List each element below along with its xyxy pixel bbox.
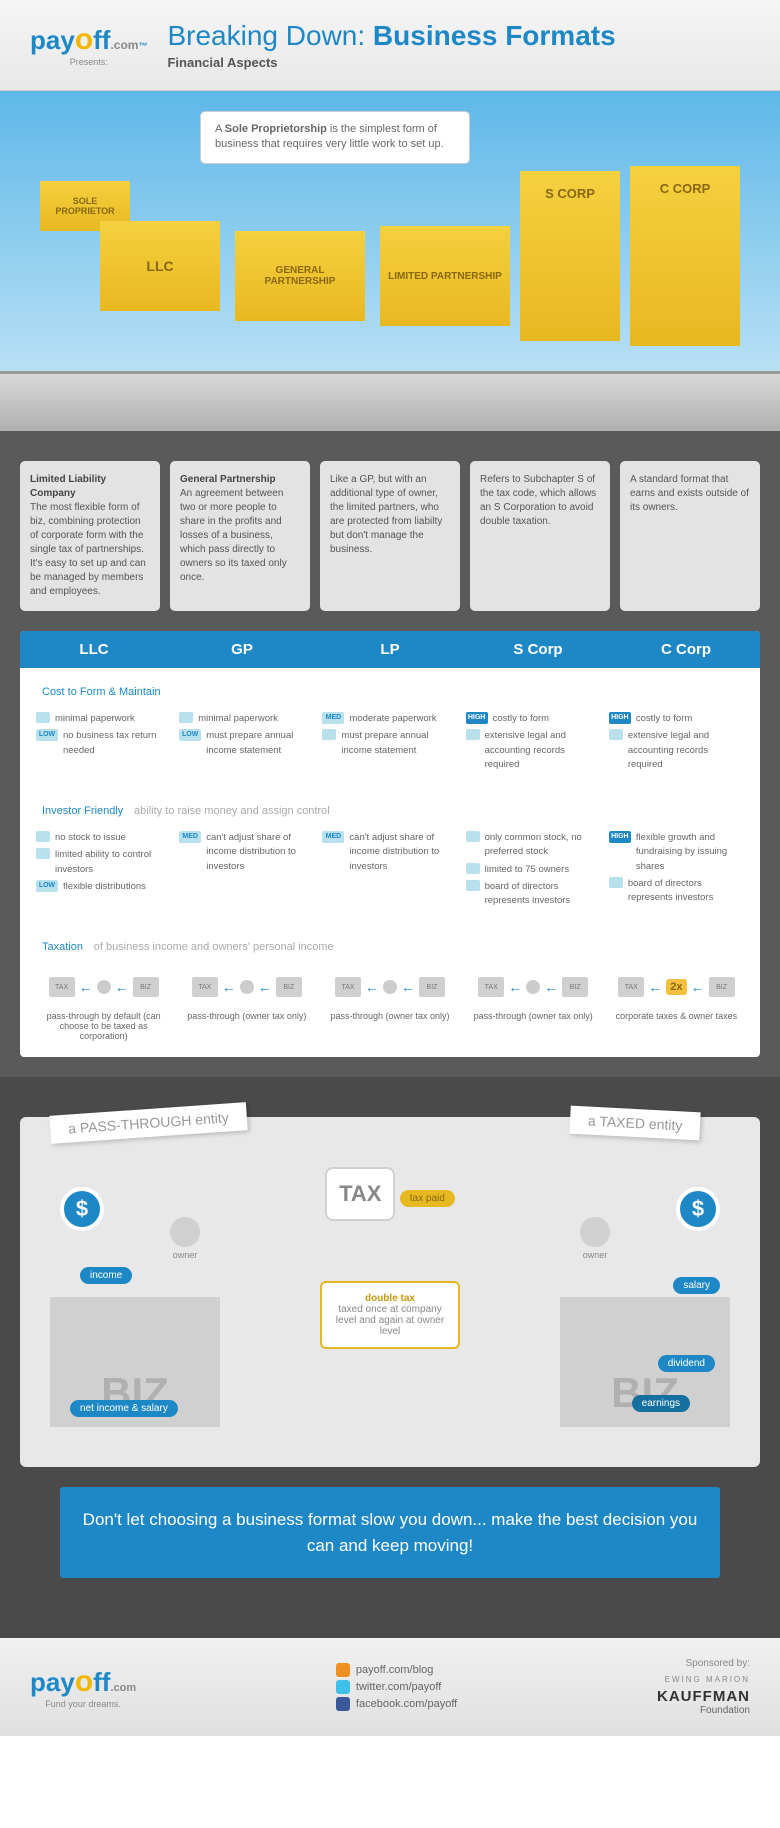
col-header: LLC (20, 631, 168, 668)
social-links: payoff.com/blog twitter.com/payoff faceb… (336, 1660, 457, 1714)
sky-illustration: A Sole Proprietorship is the simplest fo… (0, 91, 780, 371)
tax-cell: TAX←←BIZpass-through (owner tax only) (466, 967, 601, 1041)
tax-cell: TAX←←BIZpass-through (owner tax only) (179, 967, 314, 1041)
passthrough-side: $ owner income BIZ net income & salary (40, 1167, 300, 1427)
table-cell: only common stock, no preferred stocklim… (466, 831, 601, 911)
facebook-icon (336, 1697, 350, 1711)
salary-pill: salary (673, 1277, 720, 1294)
footer: payoff.com Fund your dreams. payoff.com/… (0, 1638, 780, 1736)
taxation-row: TAX←←BIZpass-through by default (can cho… (20, 967, 760, 1057)
building-lp: LIMITED PARTNERSHIP (380, 226, 510, 326)
income-pill: income (80, 1267, 132, 1284)
col-header: S Corp (464, 631, 612, 668)
col-header: C Corp (612, 631, 760, 668)
dollar-icon: $ (60, 1187, 104, 1231)
twitter-link[interactable]: twitter.com/payoff (336, 1680, 457, 1694)
cta-banner: Don't let choosing a business format slo… (60, 1487, 720, 1578)
col-header: LP (316, 631, 464, 668)
description-card: Refers to Subchapter S of the tax code, … (470, 461, 610, 611)
description-card: General PartnershipAn agreement between … (170, 461, 310, 611)
table-cell: MEDcan't adjust share of income distribu… (179, 831, 314, 911)
banner-passthrough: a PASS-THROUGH entity (49, 1102, 247, 1144)
table-cell: MEDcan't adjust share of income distribu… (322, 831, 457, 911)
section-cost: Cost to Form & Maintain (20, 668, 760, 712)
investor-row: no stock to issuelimited ability to cont… (20, 831, 760, 923)
sponsor-pre: EWING MARION (657, 1675, 750, 1684)
double-tax-box: double taxtaxed once at company level an… (320, 1281, 460, 1349)
taxed-side: $ owner BIZ salary dividend earnings (480, 1167, 740, 1427)
table-cell: minimal paperworkLOWno business tax retu… (36, 712, 171, 775)
road (0, 371, 780, 431)
sole-prop-callout: A Sole Proprietorship is the simplest fo… (200, 111, 470, 164)
net-income-pill: net income & salary (70, 1400, 178, 1417)
sponsor-sub: Foundation (657, 1705, 750, 1716)
table-cell: HIGHcostly to formextensive legal and ac… (466, 712, 601, 775)
page-title: Breaking Down: Business Formats (167, 20, 615, 52)
tax-paid-pill: tax paid (400, 1190, 455, 1207)
banner-taxed: a TAXED entity (569, 1106, 701, 1141)
description-cards: Limited Liability CompanyThe most flexib… (20, 461, 760, 611)
tax-cell: TAX←2x←BIZcorporate taxes & owner taxes (609, 967, 744, 1041)
facebook-link[interactable]: facebook.com/payoff (336, 1697, 457, 1711)
comparison-table: LLCGPLPS CorpC Corp Cost to Form & Maint… (20, 631, 760, 1057)
logo-text: payoff.com™ (30, 23, 147, 57)
header: payoff.com™ Presents: Breaking Down: Bus… (0, 0, 780, 91)
tax-cell: TAX←←BIZpass-through (owner tax only) (322, 967, 457, 1041)
description-card: A standard format that earns and exists … (620, 461, 760, 611)
table-header: LLCGPLPS CorpC Corp (20, 631, 760, 668)
logo: payoff.com™ Presents: (30, 23, 147, 67)
description-card: Limited Liability CompanyThe most flexib… (20, 461, 160, 611)
buildings: SOLE PROPRIETOR LLC GENERAL PARTNERSHIP … (0, 171, 780, 371)
blog-icon (336, 1663, 350, 1677)
table-cell: MEDmoderate paperworkmust prepare annual… (322, 712, 457, 775)
building-scorp: S CORP (520, 171, 620, 341)
blog-link[interactable]: payoff.com/blog (336, 1663, 457, 1677)
earnings-pill: earnings (632, 1395, 690, 1412)
section-taxation: Taxation of business income and owners' … (20, 923, 760, 967)
flow-section: a PASS-THROUGH entity a TAXED entity $ o… (0, 1077, 780, 1638)
dollar-icon: $ (676, 1187, 720, 1231)
owner-right: owner (570, 1217, 620, 1260)
person-icon (580, 1217, 610, 1247)
flow-middle: TAX tax paid double taxtaxed once at com… (320, 1167, 460, 1349)
page-subtitle: Financial Aspects (167, 55, 615, 70)
owner-left: owner (160, 1217, 210, 1260)
tax-cell: TAX←←BIZpass-through by default (can cho… (36, 967, 171, 1041)
description-card: Like a GP, but with an additional type o… (320, 461, 460, 611)
person-icon (170, 1217, 200, 1247)
sponsor: Sponsored by: EWING MARION KAUFFMAN Foun… (657, 1658, 750, 1716)
building-llc: LLC (100, 221, 220, 311)
col-header: GP (168, 631, 316, 668)
footer-logo: payoff.com Fund your dreams. (30, 1665, 136, 1709)
building-gp: GENERAL PARTNERSHIP (235, 231, 365, 321)
twitter-icon (336, 1680, 350, 1694)
table-cell: minimal paperworkLOWmust prepare annual … (179, 712, 314, 775)
descriptions-area: Limited Liability CompanyThe most flexib… (0, 431, 780, 1077)
cost-row: minimal paperworkLOWno business tax retu… (20, 712, 760, 787)
presents-label: Presents: (70, 57, 108, 67)
sponsored-label: Sponsored by: (657, 1658, 750, 1669)
table-cell: no stock to issuelimited ability to cont… (36, 831, 171, 911)
building-ccorp: C CORP (630, 166, 740, 346)
sponsor-name: KAUFFMAN (657, 1688, 750, 1705)
flow-diagram: a PASS-THROUGH entity a TAXED entity $ o… (20, 1117, 760, 1467)
table-cell: HIGHflexible growth and fundraising by i… (609, 831, 744, 911)
section-investor: Investor Friendly ability to raise money… (20, 787, 760, 831)
dividend-pill: dividend (658, 1355, 715, 1372)
tax-box: TAX (325, 1167, 395, 1221)
table-cell: HIGHcostly to formextensive legal and ac… (609, 712, 744, 775)
header-text: Breaking Down: Business Formats Financia… (167, 20, 615, 70)
